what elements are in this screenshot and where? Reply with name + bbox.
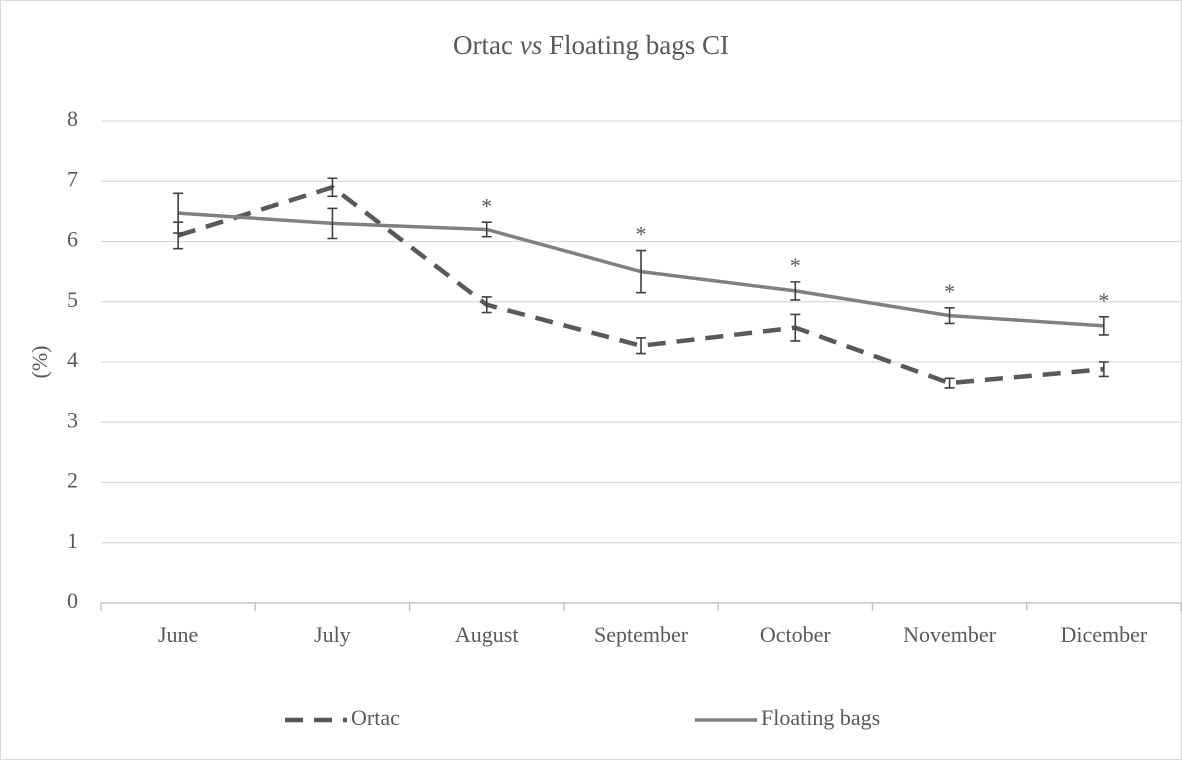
- legend-label: Floating bags: [761, 705, 880, 730]
- x-tick-label: November: [903, 622, 997, 647]
- title-part: Ortac: [453, 30, 520, 60]
- error-bar: [790, 313, 801, 342]
- x-tick-label: July: [314, 622, 351, 647]
- significance-mark: *: [944, 279, 955, 304]
- y-tick-label: 4: [67, 347, 78, 372]
- error-bar: [1098, 316, 1109, 336]
- y-tick-label: 1: [67, 528, 78, 553]
- error-bar: [481, 221, 492, 238]
- y-tick-label: 5: [67, 287, 78, 312]
- x-tick-label: October: [760, 622, 832, 647]
- title-part: vs: [520, 30, 543, 60]
- legend-label: Ortac: [351, 705, 400, 730]
- y-tick-label: 3: [67, 407, 78, 432]
- error-bar: [944, 306, 955, 325]
- chart-title: Ortac vs Floating bags CI: [453, 30, 729, 60]
- x-tick-label: August: [455, 622, 519, 647]
- error-bar: [944, 377, 955, 389]
- error-bar: [1098, 361, 1109, 378]
- significance-mark: *: [1098, 288, 1109, 313]
- x-tick-label: September: [594, 622, 689, 647]
- error-bar: [790, 281, 801, 301]
- significance-mark: *: [481, 193, 492, 218]
- x-tick-label: Dicember: [1060, 622, 1147, 647]
- error-bar: [636, 249, 646, 294]
- y-axis-label: (%): [27, 346, 52, 379]
- y-tick-label: 8: [67, 106, 78, 131]
- x-tick-label: June: [158, 622, 198, 647]
- y-tick-label: 0: [67, 588, 78, 613]
- y-tick-label: 6: [67, 227, 78, 252]
- error-bar: [481, 296, 492, 314]
- error-bar: [636, 337, 646, 355]
- y-tick-label: 7: [67, 166, 78, 191]
- error-bar: [327, 207, 338, 240]
- significance-mark: *: [790, 253, 801, 278]
- y-tick-label: 2: [67, 468, 78, 493]
- title-part: Floating bags CI: [542, 30, 729, 60]
- error-bar: [327, 177, 338, 198]
- error-bar: [173, 192, 184, 234]
- significance-mark: *: [636, 222, 647, 247]
